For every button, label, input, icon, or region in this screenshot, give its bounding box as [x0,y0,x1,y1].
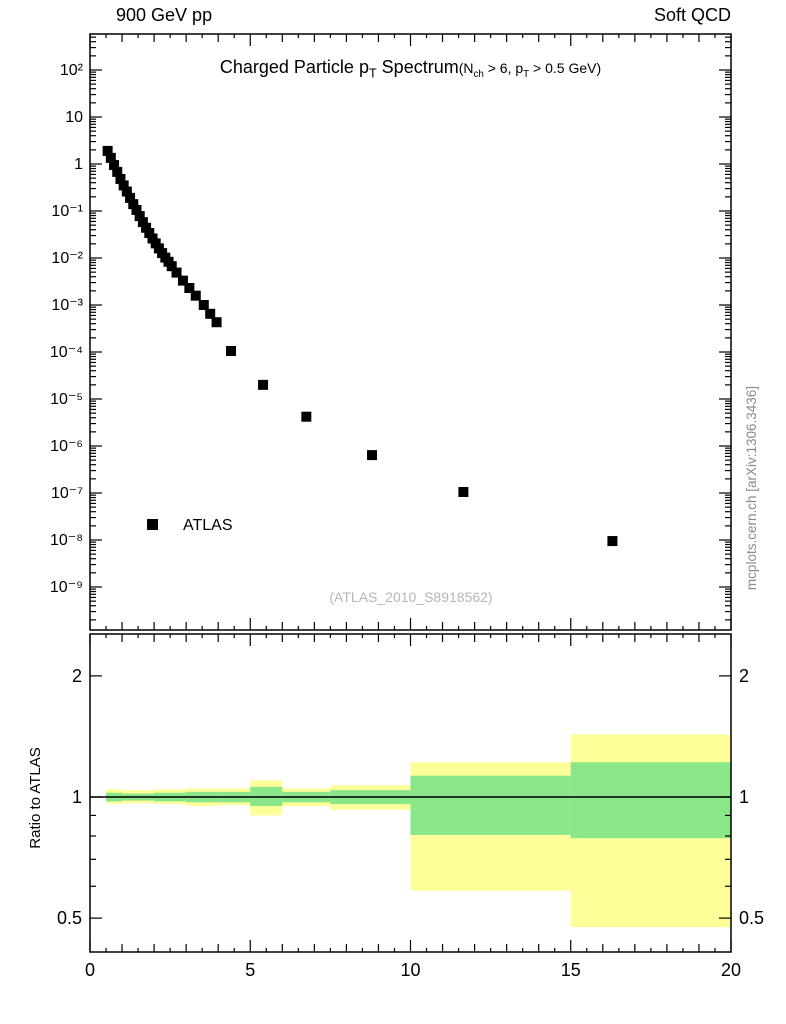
y-tick-label: 10⁻⁶ [50,438,83,455]
y-tick-label: 10⁻³ [51,297,83,314]
y-tick-label: 10² [60,62,84,79]
data-point [121,186,132,197]
data-point [198,300,209,310]
x-tick-label: 10 [400,960,420,980]
y-tick-label: 10⁻² [51,250,83,267]
data-point [112,166,123,177]
ratio-y-ticks [90,675,731,919]
process-group-label: Soft QCD [653,5,731,25]
mcplots-reference: mcplots.cern.ch [arXiv:1306.3436] [744,386,759,590]
title-text: (N [458,60,474,76]
ratio-band-inner [106,762,731,839]
data-point [128,199,139,210]
y-tick-label: 10⁻⁴ [50,344,83,361]
data-point [301,411,312,422]
y-tick-label: 10⁻⁷ [51,485,83,502]
x-tick-label: 0 [85,960,95,980]
spectrum-y-ticks [90,36,731,621]
ratio-y-tick-label-left: 0.5 [57,908,82,928]
beam-energy-label: 900 GeV pp [116,5,213,25]
x-tick-label: 5 [245,960,255,980]
y-tick-label: 10⁻⁸ [50,532,83,549]
data-point [184,282,195,293]
y-tick-label: 10 [65,109,83,126]
ratio-y-axis-label: Ratio to ATLAS [27,747,44,848]
legend-marker-square-icon [147,519,158,530]
data-point [211,317,222,328]
ratio-y-tick-label-left: 2 [72,666,82,686]
plot-title-condition: (Nch > 6, pT > 0.5 GeV) [458,60,602,79]
title-text: > 6, p [483,60,524,76]
ratio-y-tick-label-right: 1 [739,787,749,807]
data-point [134,211,145,222]
title-subscript: T [368,66,377,81]
x-tick-label: 15 [561,960,581,980]
x-tick-labels: 0 5 10 15 20 [85,960,741,980]
plot-title-main: Charged Particle pT Spectrum [219,57,459,80]
spectrum-y-tick-labels: 10² 10 1 10⁻¹ 10⁻² 10⁻³ 10⁻⁴ 10⁻⁵ 10⁻⁶ 10⁻⁷ 10⁻⁸ 10… [50,62,84,596]
title-text: > 0.5 GeV) [529,60,602,76]
data-point [109,160,120,171]
title-subscript: ch [473,68,484,80]
y-tick-label: 10⁻⁵ [50,391,83,408]
ratio-y-tick-labels: 0.5 0.5 1 1 2 2 [57,666,764,928]
data-point [607,536,618,547]
data-point [171,267,182,278]
title-subscript: T [523,68,530,80]
ratio-y-tick-label-right: 2 [739,666,749,686]
legend-label: ATLAS [183,517,233,534]
data-point [258,379,269,390]
spectrum-data-points [102,145,618,547]
data-point [205,308,216,319]
x-axis-ticks [89,34,732,952]
x-tick-label: 20 [721,960,741,980]
data-point [102,145,113,156]
data-point [190,290,201,301]
y-tick-label: 10⁻⁹ [50,579,83,596]
data-point [177,275,188,286]
data-point [105,152,116,163]
data-point [458,487,469,498]
data-point [166,261,177,272]
data-point [115,173,126,184]
ratio-y-tick-label-left: 1 [72,787,82,807]
data-point [131,205,142,216]
ratio-y-tick-label-right: 0.5 [739,908,764,928]
data-point [118,180,129,191]
title-text: Charged Particle p [219,57,369,77]
data-point [150,238,161,249]
y-tick-label: 10⁻¹ [51,203,83,220]
analysis-watermark: (ATLAS_2010_S8918562) [329,589,492,605]
y-tick-label: 1 [74,156,83,173]
title-text: Spectrum [376,57,459,77]
legend [147,519,158,530]
data-point [226,346,237,357]
data-point [367,450,378,461]
data-point [144,228,155,239]
spectrum-panel-frame [89,33,732,631]
data-point [141,222,152,233]
data-point [137,217,148,228]
data-point [125,192,136,203]
plot-title: Charged Particle pT Spectrum(Nch > 6, pT… [90,57,731,80]
